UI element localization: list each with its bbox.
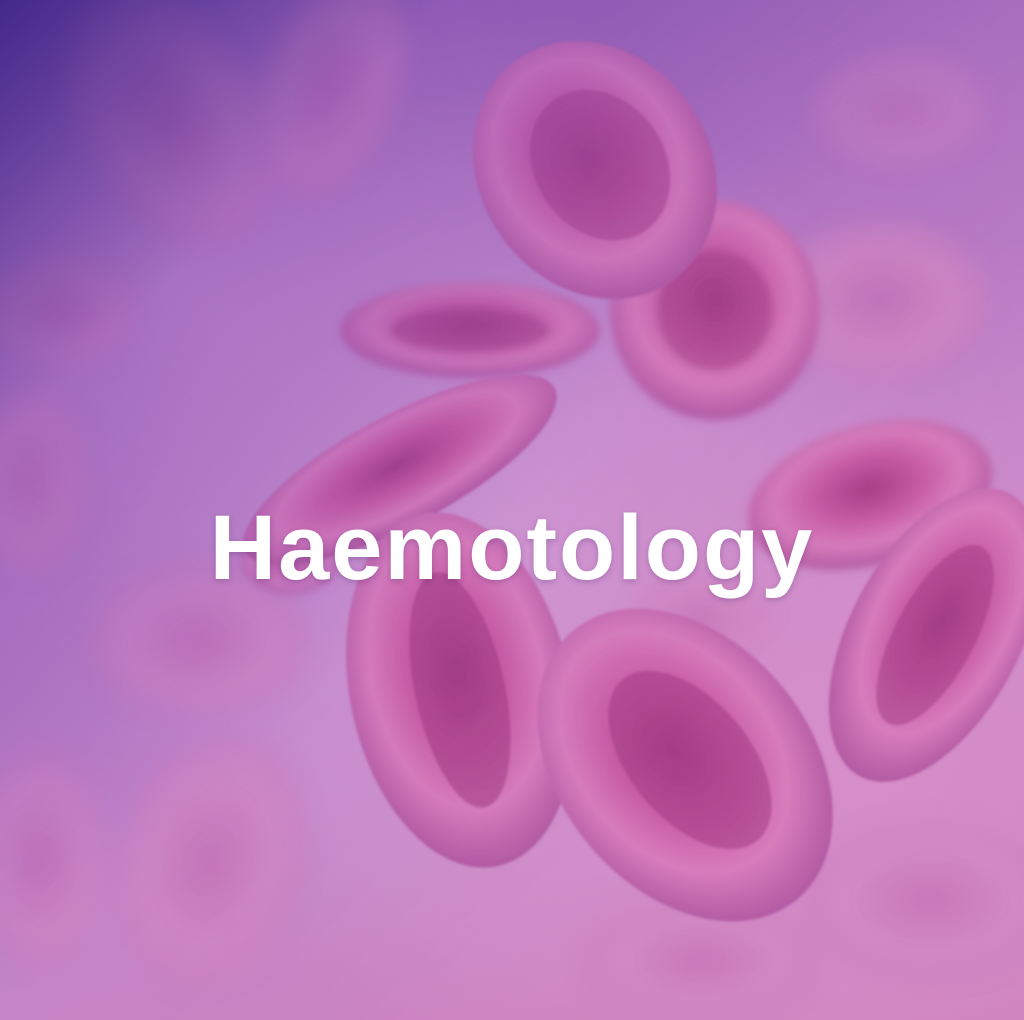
background-cell xyxy=(800,820,1024,980)
page-title: Haemotology xyxy=(209,496,815,599)
background-cell xyxy=(580,900,820,1020)
background-cell xyxy=(810,50,990,170)
midground-cell xyxy=(390,308,550,352)
background-cell xyxy=(0,250,140,370)
background-cell xyxy=(0,750,110,970)
background-cell xyxy=(112,732,308,988)
